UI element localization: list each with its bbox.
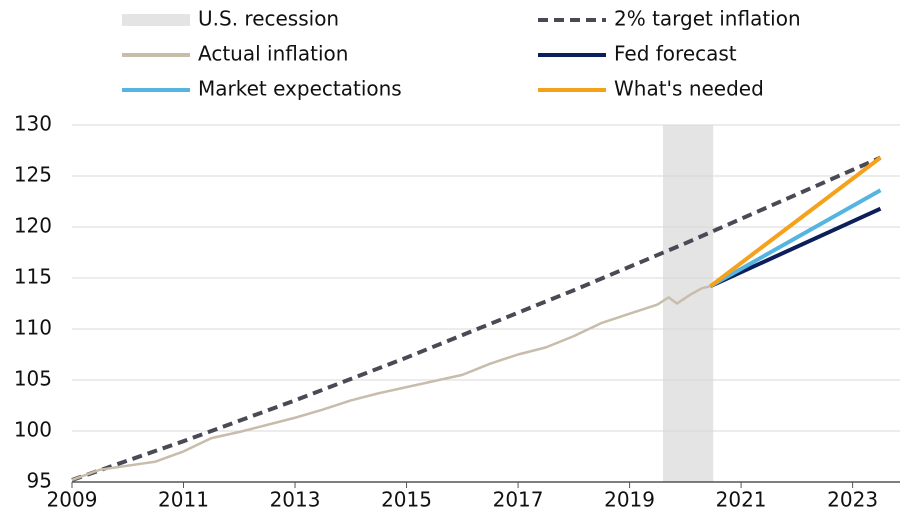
legend-label: What's needed	[614, 77, 764, 101]
series-line	[71, 284, 711, 482]
x-tick-label: 2013	[270, 488, 321, 512]
y-tick-label: 130	[14, 112, 52, 136]
series-line	[709, 188, 882, 288]
recession-band	[663, 125, 714, 482]
legend-swatch	[122, 14, 190, 26]
x-tick-label: 2009	[47, 488, 98, 512]
x-tick-label: 2021	[716, 488, 767, 512]
x-tick-label: 2023	[827, 488, 878, 512]
legend-label: Market expectations	[198, 77, 402, 101]
y-tick-label: 120	[14, 214, 52, 238]
legend-label: U.S. recession	[198, 7, 339, 31]
legend-label: Actual inflation	[198, 42, 348, 66]
y-tick-label: 110	[14, 316, 52, 340]
y-tick-label: 95	[27, 469, 52, 493]
x-tick-label: 2015	[381, 488, 432, 512]
legend-label: 2% target inflation	[614, 7, 801, 31]
series-line	[709, 156, 882, 288]
y-tick-label: 115	[14, 265, 52, 289]
x-tick-label: 2011	[158, 488, 209, 512]
y-tick-label: 105	[14, 367, 52, 391]
legend-label: Fed forecast	[614, 42, 737, 66]
series-line	[71, 155, 882, 482]
y-tick-label: 125	[14, 163, 52, 187]
x-tick-label: 2019	[604, 488, 655, 512]
y-tick-label: 100	[14, 418, 52, 442]
x-tick-label: 2017	[493, 488, 544, 512]
series-line	[709, 206, 882, 288]
